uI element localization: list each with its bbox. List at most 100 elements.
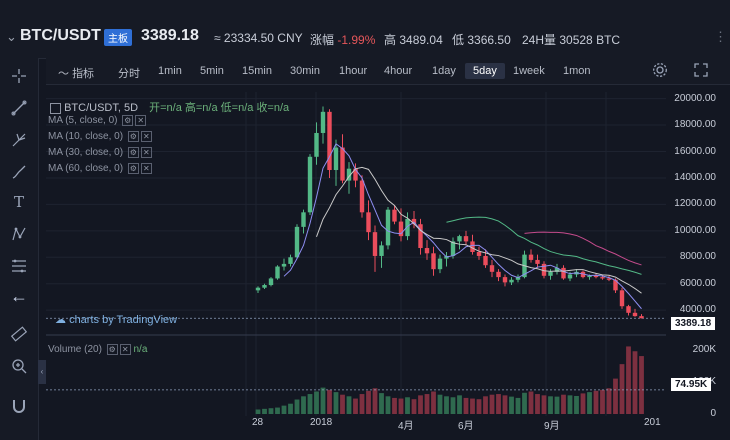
candle-body	[639, 316, 644, 319]
change-stat: 涨幅 -1.99%	[310, 31, 375, 48]
change-label: 涨幅	[310, 33, 335, 47]
ma-legend-item[interactable]: MA (30, close, 0) ⚙ ✕	[48, 147, 152, 158]
volume-bar	[379, 393, 384, 414]
close-icon[interactable]: ✕	[140, 163, 152, 174]
ruler-icon[interactable]	[9, 324, 29, 344]
more-icon[interactable]: ⋮	[714, 29, 727, 44]
last-price-tag: 3389.18	[671, 317, 716, 330]
brush-icon[interactable]	[9, 162, 29, 182]
timeframe-15min[interactable]: 15min	[242, 65, 272, 77]
pitchfork-icon[interactable]	[9, 130, 29, 150]
timeframe-5day[interactable]: 5day	[465, 63, 505, 79]
pattern-icon[interactable]	[9, 224, 29, 244]
candle-body	[294, 226, 300, 258]
timeframe-5min[interactable]: 5min	[200, 65, 224, 77]
time-axis[interactable]: 28 2018 4月 6月 9月 201	[46, 416, 666, 440]
volume-bar	[405, 397, 410, 414]
volume-bar	[580, 393, 586, 414]
candle-body	[632, 312, 638, 317]
timeframe-1hour[interactable]: 1hour	[339, 65, 368, 77]
indicator-wave-icon: 〜	[58, 68, 69, 80]
collapse-toolbar-button[interactable]: ‹	[38, 360, 46, 384]
indicators-button[interactable]: 〜 指标	[54, 63, 98, 83]
text-tool-icon[interactable]: T	[13, 193, 24, 211]
close-icon[interactable]: ✕	[140, 147, 152, 158]
candle-body	[288, 257, 293, 264]
price-tick: 10000.00	[674, 224, 716, 236]
volume-bar	[314, 391, 319, 414]
symbol-name[interactable]: BTC/USDT	[20, 27, 101, 44]
last-price: 3389.18	[141, 27, 199, 44]
volume-bar	[515, 397, 521, 414]
ma-legend-item[interactable]: MA (60, close, 0) ⚙ ✕	[48, 163, 152, 174]
candle-body	[333, 147, 339, 171]
time-tick: 9月	[544, 421, 560, 432]
candle-body	[489, 265, 495, 272]
settings-small-icon[interactable]: ⚙	[122, 115, 134, 126]
candle-body	[548, 271, 553, 276]
arrow-left-icon[interactable]: ←	[10, 285, 28, 306]
volume-24h-label: 24H量	[522, 33, 557, 47]
timeframe-1mon[interactable]: 1mon	[563, 65, 591, 77]
volume-bar	[489, 394, 495, 414]
magnet-icon[interactable]	[9, 396, 29, 416]
legend-symbol: BTC/USDT, 5D	[64, 102, 139, 114]
tradingview-watermark[interactable]: ☁ charts by TradingView	[55, 313, 177, 326]
volume-bar	[496, 394, 501, 414]
timeframe-4hour[interactable]: 4hour	[384, 65, 413, 77]
candle-body	[535, 259, 540, 264]
candle-body	[502, 277, 508, 283]
legend-eye-icon[interactable]	[50, 102, 61, 114]
settings-gear-icon[interactable]	[652, 62, 668, 83]
volume-bar	[411, 399, 417, 414]
volume-bar	[502, 395, 508, 414]
fullscreen-icon[interactable]	[693, 62, 709, 83]
candle-body	[346, 168, 352, 181]
volume-bar	[262, 408, 267, 414]
timeframe-realtime[interactable]: 分时	[118, 68, 140, 80]
timeframe-1day[interactable]: 1day	[432, 65, 456, 77]
price-tick: 6000.00	[679, 277, 716, 289]
candle-body	[457, 236, 462, 242]
ma-legend-item[interactable]: MA (10, close, 0) ⚙ ✕	[48, 131, 152, 142]
price-tick: 12000.00	[674, 198, 716, 210]
ma-label: MA (30, close, 0)	[48, 147, 124, 159]
settings-small-icon[interactable]: ⚙	[127, 131, 139, 142]
zoom-in-icon[interactable]	[9, 356, 29, 376]
volume-bar	[392, 397, 397, 414]
timeframe-1min[interactable]: 1min	[158, 65, 182, 77]
candle-body	[372, 232, 378, 256]
candle-body	[366, 212, 371, 233]
volume-legend[interactable]: Volume (20) ⚙ ✕ n/a	[48, 344, 147, 355]
crosshair-icon[interactable]	[9, 66, 29, 86]
candle-body	[528, 254, 534, 260]
volume-bar	[418, 395, 423, 414]
volume-tick: 0	[710, 408, 716, 419]
timeframe-1week[interactable]: 1week	[513, 65, 545, 77]
settings-small-icon[interactable]: ⚙	[127, 147, 139, 158]
close-icon[interactable]: ✕	[135, 115, 147, 126]
volume-bar	[541, 395, 547, 414]
high-label: 高	[384, 33, 397, 47]
volume-bar	[522, 392, 527, 414]
low-stat: 低 3366.50	[452, 31, 511, 48]
close-icon[interactable]: ✕	[119, 344, 131, 355]
candle-body	[561, 267, 566, 279]
trend-line-icon[interactable]	[9, 98, 29, 118]
candle-body	[424, 248, 430, 254]
price-chart[interactable]	[46, 92, 666, 416]
ma-label: MA (5, close, 0)	[48, 115, 118, 127]
close-icon[interactable]: ✕	[140, 131, 152, 142]
time-tick: 201	[644, 417, 661, 428]
fib-retracement-icon[interactable]	[9, 256, 29, 276]
chevron-down-icon[interactable]: ⌄	[6, 29, 17, 44]
time-tick: 4月	[398, 421, 414, 432]
timeframe-30min[interactable]: 30min	[290, 65, 320, 77]
volume-bar	[470, 398, 475, 414]
low-value: 3366.50	[467, 33, 511, 47]
price-axis[interactable]: 20000.00 18000.00 16000.00 14000.00 12000.00…	[666, 92, 730, 419]
ma-legend-item[interactable]: MA (5, close, 0) ⚙ ✕	[48, 115, 147, 127]
settings-small-icon[interactable]: ⚙	[127, 163, 139, 174]
settings-small-icon[interactable]: ⚙	[106, 344, 118, 355]
volume-bar	[307, 394, 313, 414]
